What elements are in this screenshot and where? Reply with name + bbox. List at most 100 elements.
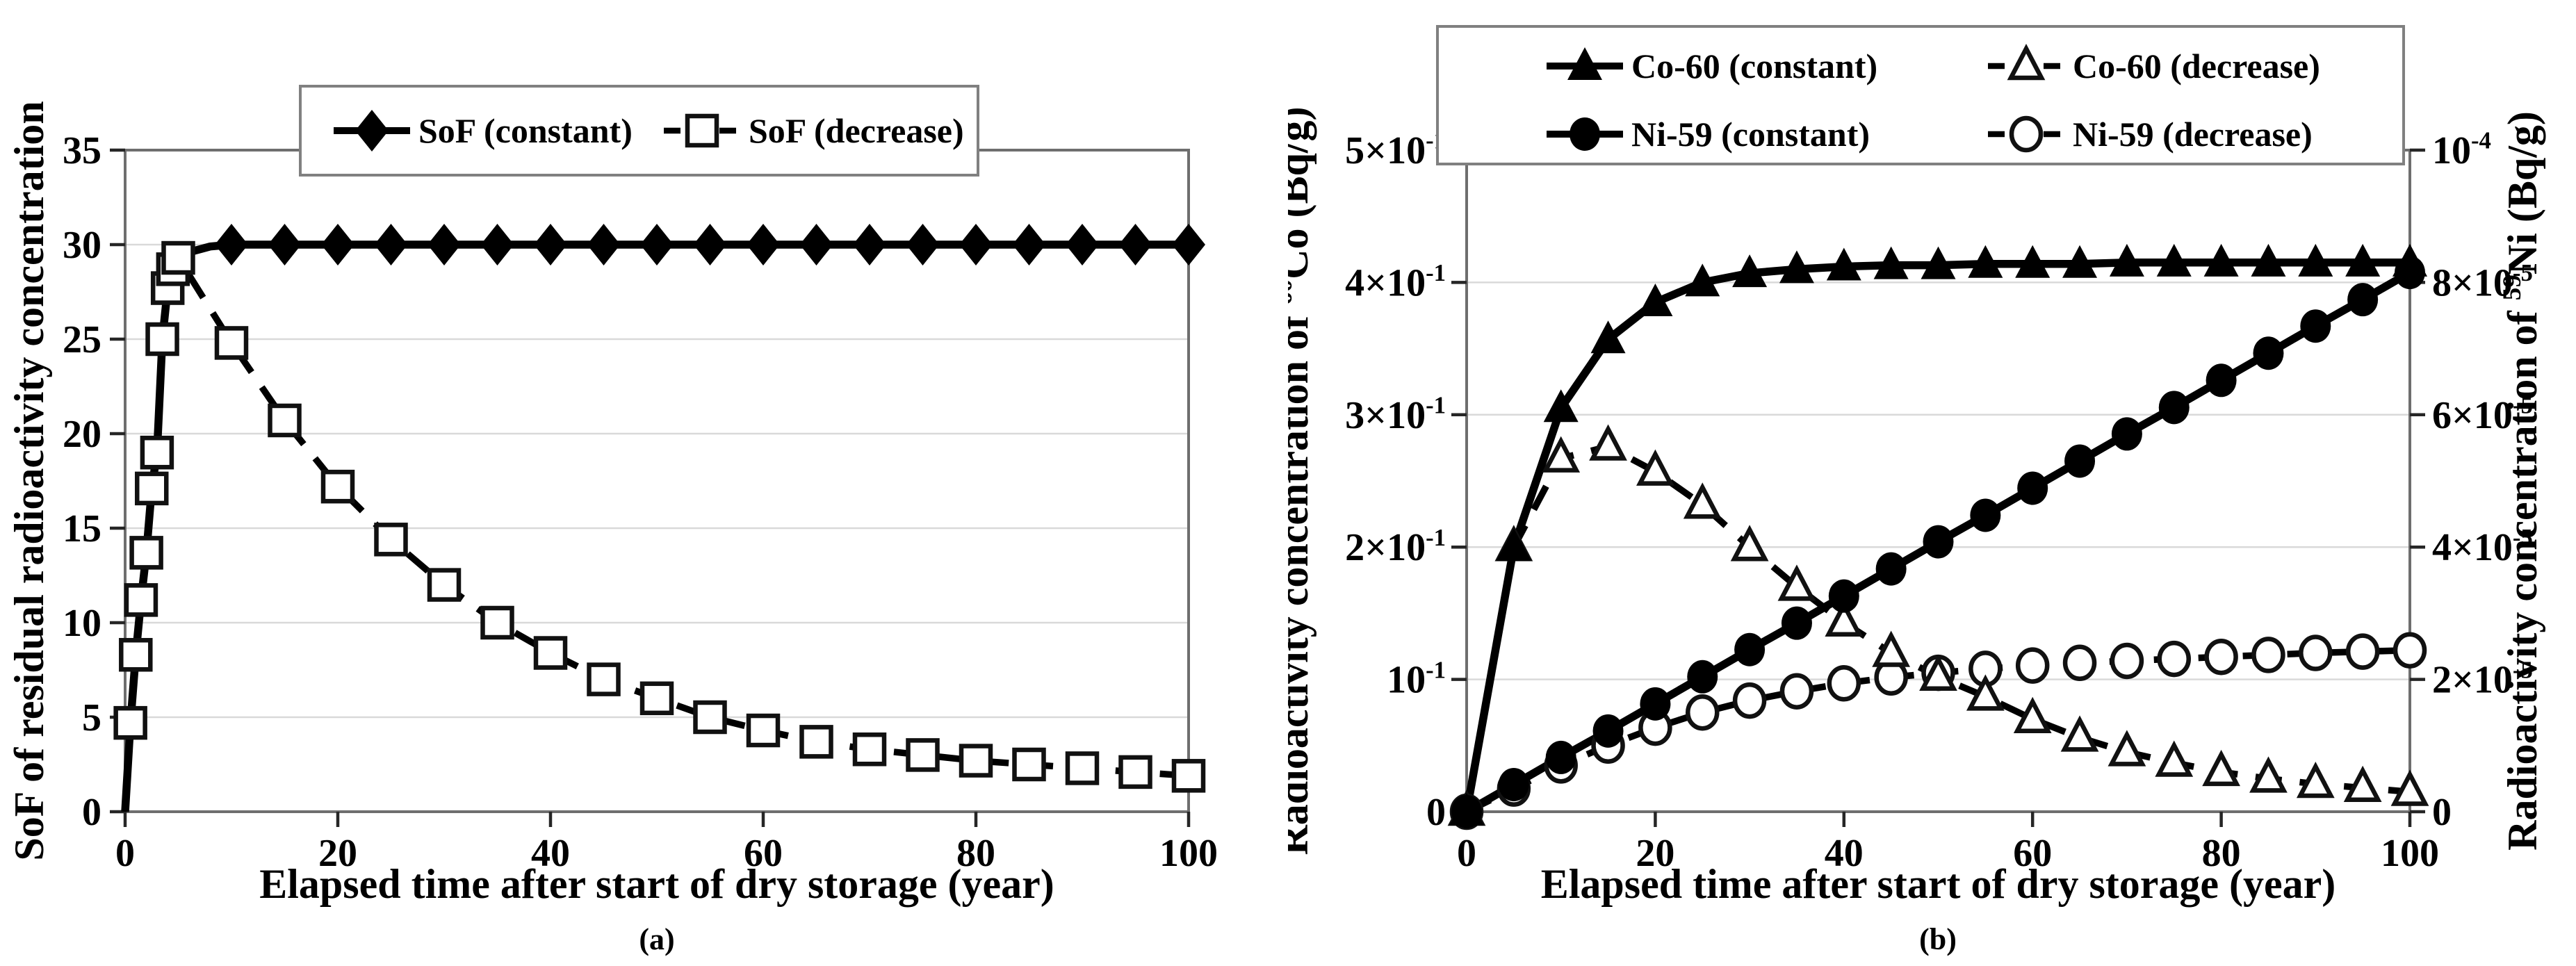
y-tick-label-right: 8×10-5 bbox=[2432, 259, 2533, 304]
x-tick-label: 60 bbox=[2013, 832, 2052, 875]
series-marker-co-60-constant- bbox=[1449, 793, 1484, 826]
series-marker-sof-decrease- bbox=[129, 536, 163, 570]
y-tick-label-right: 4×10-5 bbox=[2432, 524, 2533, 569]
y-tick-label-left: 10 bbox=[63, 602, 101, 645]
series-marker-co-60-constant- bbox=[1638, 283, 1673, 316]
series-marker-ni-59-constant- bbox=[2017, 471, 2048, 505]
series-marker-sof-decrease- bbox=[480, 605, 514, 640]
series-marker-co-60-decrease- bbox=[1542, 436, 1581, 473]
series-marker-ni-59-decrease- bbox=[2251, 637, 2285, 673]
series-marker-ni-59-constant- bbox=[1970, 498, 2001, 532]
series-marker-sof-constant- bbox=[215, 224, 248, 265]
series-marker-co-60-decrease- bbox=[2296, 762, 2335, 799]
y-tick-label-left: 25 bbox=[63, 318, 101, 361]
series-marker-sof-decrease- bbox=[124, 583, 158, 617]
series-marker-sof-constant- bbox=[747, 224, 780, 265]
legend-label: Ni-59 (constant) bbox=[1631, 115, 1870, 154]
series-marker-co-60-constant- bbox=[1873, 246, 1909, 279]
y-tick-label-left: 3×10-1 bbox=[1345, 392, 1446, 437]
series-marker-ni-59-decrease- bbox=[2015, 647, 2050, 684]
series-marker-co-60-constant- bbox=[1685, 263, 1720, 297]
y-axis-title-right: Radioactivity concentration of 59Ni (Bq/… bbox=[2498, 111, 2545, 851]
series-marker-sof-constant- bbox=[427, 224, 461, 265]
series-marker-ni-59-decrease- bbox=[1827, 665, 1861, 702]
series-marker-sof-decrease- bbox=[161, 240, 195, 275]
x-tick-label: 100 bbox=[1159, 832, 1218, 875]
series-marker-sof-constant- bbox=[799, 224, 833, 265]
series-marker-co-60-decrease- bbox=[2013, 696, 2052, 733]
x-tick-label: 0 bbox=[115, 832, 135, 875]
series-marker-sof-constant- bbox=[268, 224, 302, 265]
series-marker-co-60-constant- bbox=[2062, 245, 2098, 278]
y-tick-label-right: 6×10-5 bbox=[2432, 392, 2533, 437]
series-marker-ni-59-constant- bbox=[1498, 767, 1529, 801]
y-tick-label-right: 0 bbox=[2432, 791, 2452, 834]
series-marker-co-60-constant- bbox=[1496, 528, 1531, 562]
series-marker-co-60-decrease- bbox=[1730, 525, 1769, 562]
series-marker-sof-decrease- bbox=[135, 471, 169, 506]
y-tick-label-left: 4×10-1 bbox=[1345, 259, 1446, 304]
series-marker-sof-decrease- bbox=[1065, 751, 1100, 785]
y-tick-label-right: 2×10-5 bbox=[2432, 656, 2533, 701]
x-tick-label: 60 bbox=[744, 832, 783, 875]
series-marker-co-60-decrease- bbox=[2155, 740, 2194, 777]
series-line-sof-decrease- bbox=[122, 254, 1189, 812]
series-marker-sof-constant- bbox=[853, 224, 886, 265]
series-marker-sof-constant- bbox=[534, 224, 567, 265]
series-marker-sof-decrease- bbox=[119, 637, 153, 672]
series-marker-ni-59-constant- bbox=[1687, 660, 1718, 694]
series-marker-sof-decrease- bbox=[1171, 759, 1206, 793]
series-marker-sof-constant- bbox=[1066, 224, 1099, 265]
y-tick-label-right: 10-4 bbox=[2432, 127, 2491, 172]
legend-marker-circle-filled bbox=[1570, 117, 1600, 151]
series-marker-sof-decrease- bbox=[145, 322, 179, 357]
series-marker-ni-59-decrease- bbox=[1779, 673, 1814, 710]
series-marker-ni-59-constant- bbox=[2111, 417, 2142, 451]
series-marker-sof-decrease- bbox=[799, 725, 833, 759]
y-tick-label-left: 0 bbox=[1426, 791, 1446, 834]
x-tick-label: 20 bbox=[318, 832, 357, 875]
y-tick-label-left: 5×10-1 bbox=[1345, 127, 1446, 172]
series-marker-ni-59-constant- bbox=[1545, 740, 1576, 774]
series-marker-ni-59-constant- bbox=[1828, 579, 1859, 613]
x-axis-title: Elapsed time after start of dry storage … bbox=[259, 861, 1054, 907]
legend-marker-diamond-filled bbox=[355, 110, 389, 152]
series-marker-sof-decrease- bbox=[1012, 747, 1046, 782]
series-marker-co-60-decrease- bbox=[1683, 482, 1722, 519]
series-marker-co-60-constant- bbox=[2203, 243, 2239, 277]
legend-label: Ni-59 (decrease) bbox=[2073, 115, 2313, 154]
series-marker-sof-constant- bbox=[321, 224, 354, 265]
x-tick-label: 20 bbox=[1636, 832, 1674, 875]
x-tick-label: 40 bbox=[531, 832, 570, 875]
series-marker-ni-59-decrease- bbox=[2110, 642, 2144, 680]
series-marker-co-60-constant- bbox=[1921, 246, 1956, 279]
series-marker-ni-59-decrease- bbox=[2299, 635, 2333, 671]
y-tick-label-left: 10-1 bbox=[1387, 656, 1446, 701]
series-marker-sof-decrease- bbox=[959, 744, 993, 778]
series-marker-co-60-constant- bbox=[2345, 243, 2381, 277]
y-axis-title-left: SoF of residual radioactivity concentrat… bbox=[6, 101, 52, 860]
series-marker-ni-59-constant- bbox=[2347, 283, 2379, 317]
series-marker-sof-constant- bbox=[1172, 224, 1205, 265]
x-axis-title: Elapsed time after start of dry storage … bbox=[1541, 861, 2336, 907]
series-marker-co-60-decrease- bbox=[2343, 765, 2382, 802]
series-marker-sof-decrease- bbox=[639, 681, 674, 716]
series-marker-co-60-decrease- bbox=[1589, 424, 1627, 461]
series-marker-ni-59-constant- bbox=[1923, 525, 1954, 559]
y-tick-label-left: 5 bbox=[82, 696, 101, 739]
series-marker-co-60-decrease- bbox=[1872, 630, 1911, 667]
series-marker-co-60-constant- bbox=[2156, 243, 2192, 277]
series-marker-sof-decrease- bbox=[268, 403, 302, 438]
y-tick-label-left: 0 bbox=[82, 791, 101, 834]
series-marker-ni-59-constant- bbox=[2253, 336, 2284, 370]
series-marker-sof-decrease- bbox=[693, 700, 727, 735]
series-marker-sof-decrease- bbox=[214, 326, 249, 360]
legend-marker-triangle-filled bbox=[1567, 47, 1602, 80]
series-marker-sof-constant- bbox=[906, 224, 940, 265]
legend-label: SoF (decrease) bbox=[749, 111, 964, 150]
series-marker-sof-constant- bbox=[587, 224, 621, 265]
legend-marker-square-open bbox=[685, 113, 719, 148]
series-marker-co-60-constant- bbox=[1826, 247, 1861, 281]
series-marker-ni-59-decrease- bbox=[1732, 682, 1767, 719]
